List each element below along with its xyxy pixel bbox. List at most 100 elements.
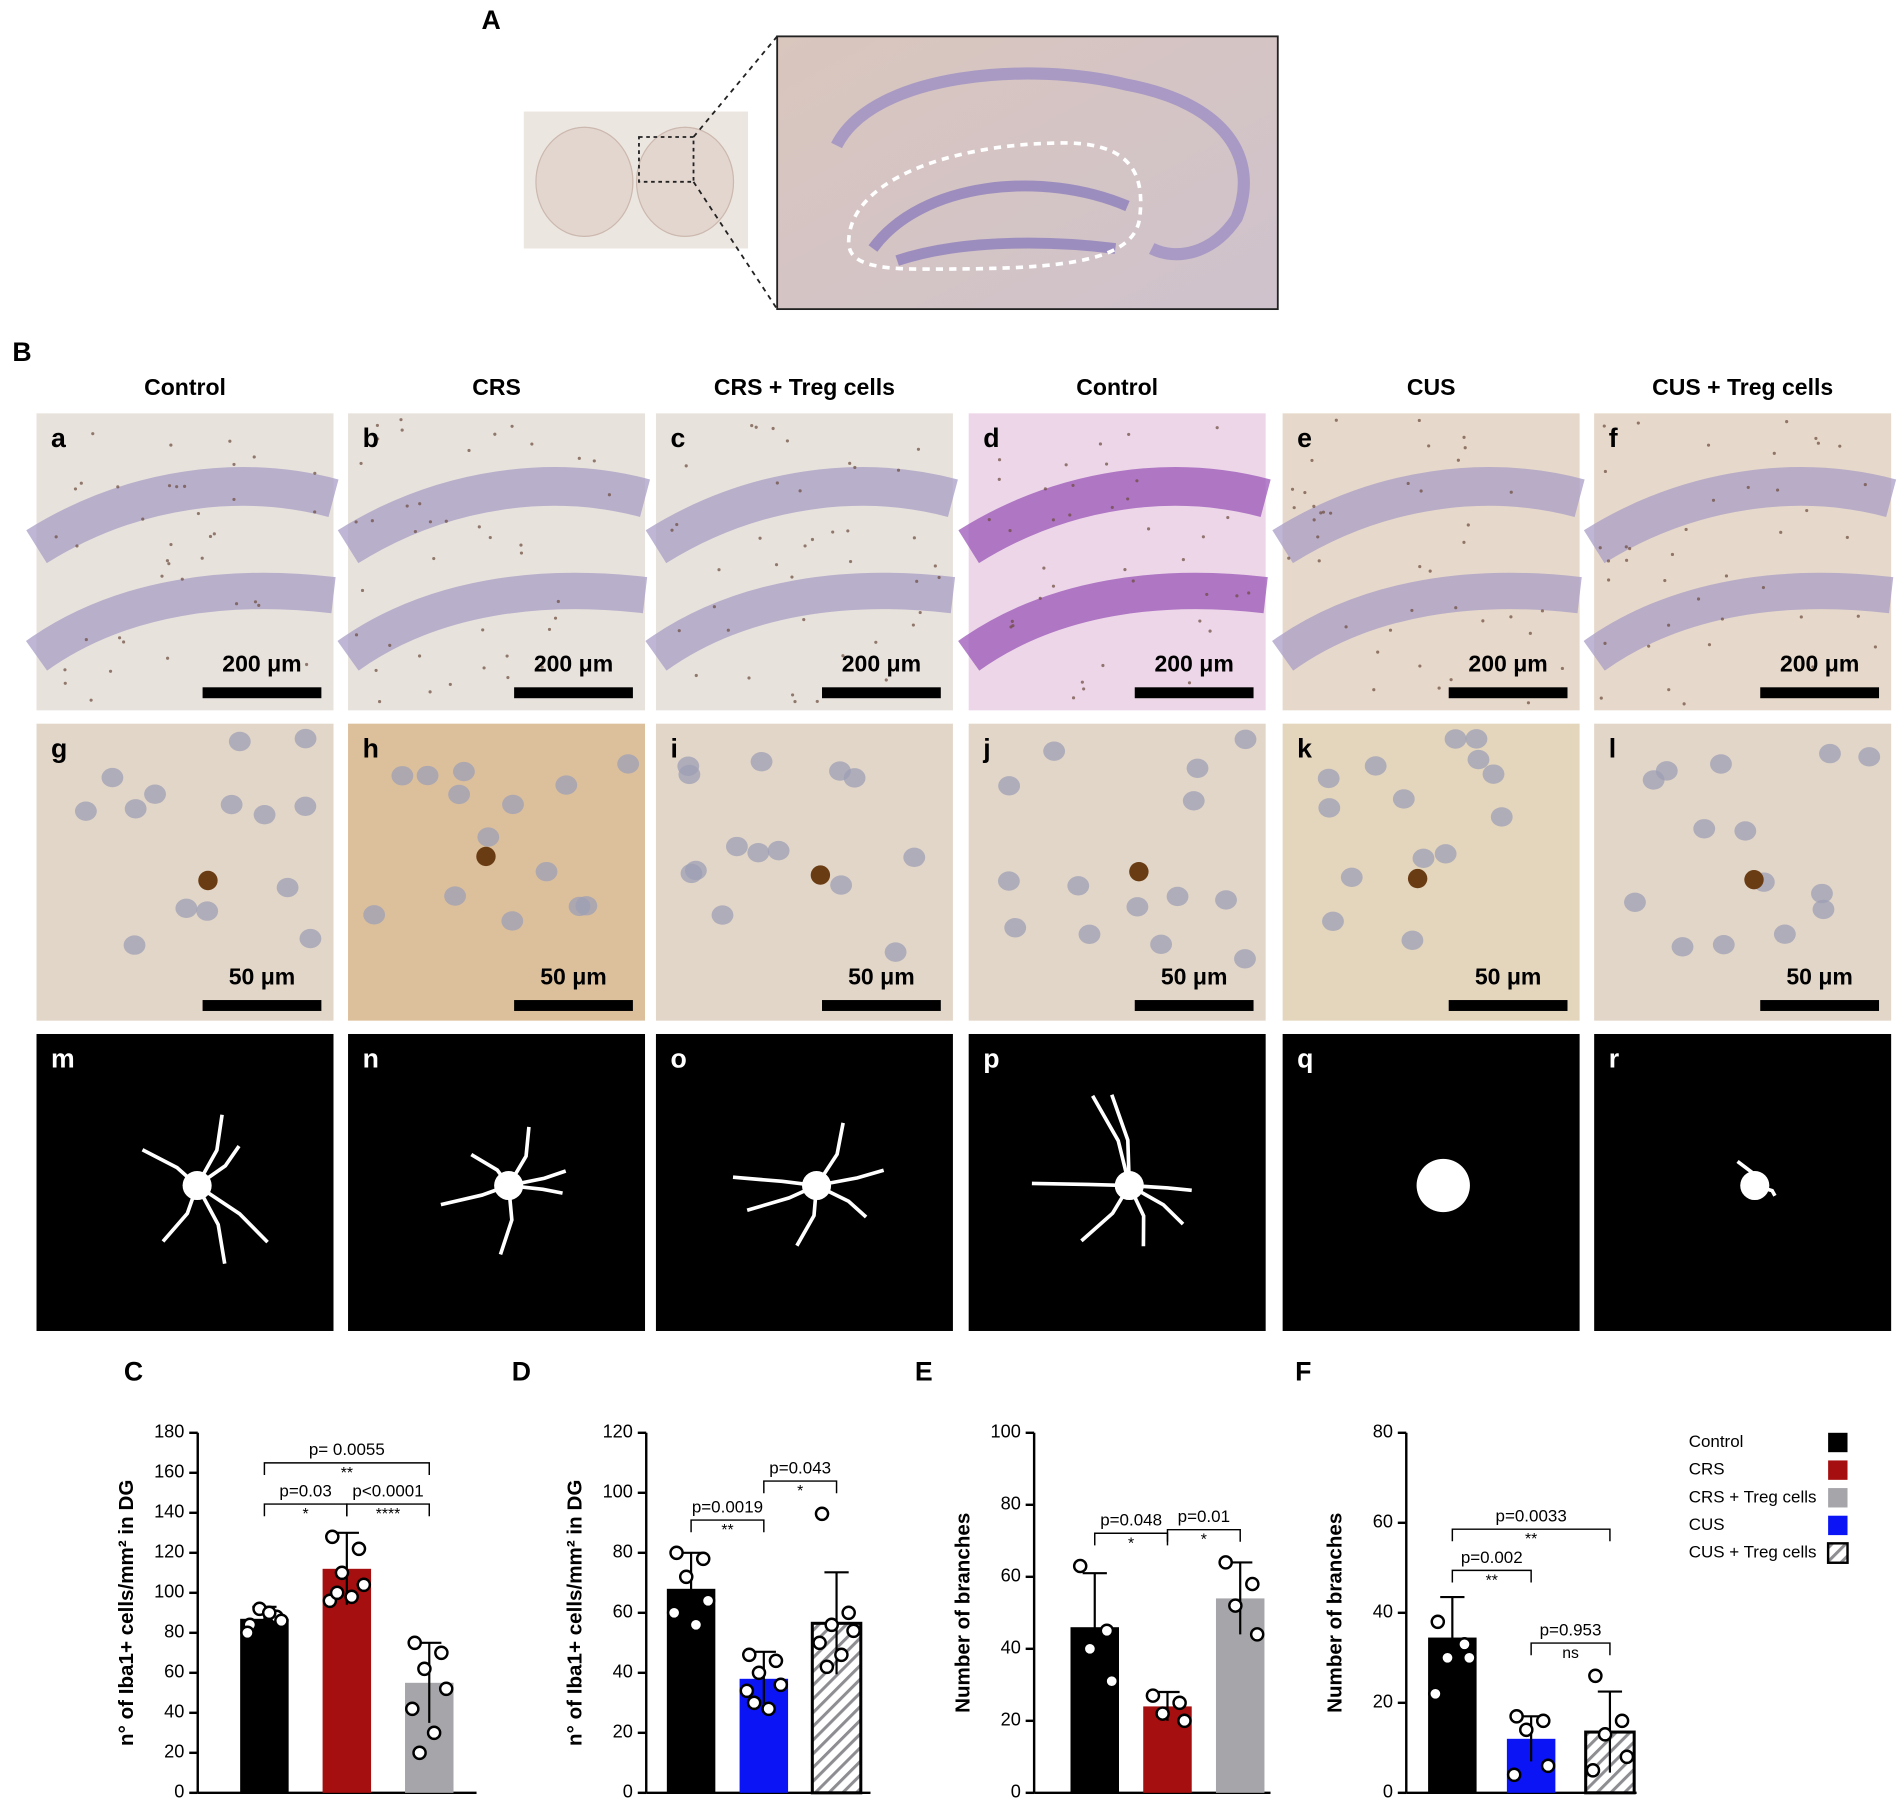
- significance-stars: ns: [1562, 1645, 1579, 1662]
- speck: [1526, 701, 1531, 705]
- data-point: [325, 1529, 340, 1545]
- legend-swatch: [1828, 1460, 1848, 1480]
- speck: [1814, 436, 1818, 440]
- data-point: [1597, 1727, 1613, 1742]
- data-point: [814, 1506, 830, 1522]
- speck: [791, 693, 795, 697]
- speck: [1746, 485, 1750, 489]
- speck: [1110, 505, 1114, 509]
- nucleus: [829, 761, 851, 781]
- p-value: p=0.043: [769, 1458, 831, 1477]
- speck: [1312, 504, 1316, 508]
- scale-label: 50 μm: [229, 963, 296, 989]
- speck: [670, 528, 674, 532]
- nucleus: [1364, 756, 1387, 776]
- p-value: p=0.953: [1540, 1620, 1602, 1639]
- significance-stars: ****: [376, 1506, 401, 1523]
- scale-bar: [822, 687, 941, 699]
- nucleus: [1392, 789, 1415, 809]
- speck: [1437, 686, 1441, 690]
- data-point: [1249, 1627, 1265, 1642]
- nucleus: [1624, 892, 1646, 912]
- speck: [747, 676, 751, 680]
- scale-bar: [514, 1000, 633, 1011]
- cell-layer: [958, 572, 1268, 671]
- nucleus: [747, 842, 770, 863]
- speck: [912, 536, 916, 540]
- process: [1031, 1181, 1130, 1188]
- image-letter: c: [670, 423, 685, 453]
- nucleus: [294, 796, 317, 816]
- speck: [1208, 629, 1212, 633]
- column-header: CUS: [1407, 374, 1456, 400]
- speck: [1344, 625, 1348, 629]
- speck: [1146, 527, 1151, 531]
- speck: [1388, 628, 1393, 632]
- speck: [592, 459, 596, 463]
- speck: [1449, 678, 1453, 682]
- speck: [400, 428, 404, 432]
- p-value: p=0.0019: [692, 1497, 763, 1516]
- p-value: p=0.0033: [1496, 1507, 1567, 1526]
- nucleus: [998, 776, 1021, 796]
- y-tick-label: 100: [603, 1482, 633, 1502]
- speck: [519, 543, 523, 547]
- microglia: [810, 865, 831, 885]
- speck: [1410, 608, 1414, 613]
- y-tick-label: 100: [154, 1582, 184, 1602]
- micrograph: n: [348, 1033, 646, 1331]
- error-bar: [1440, 1595, 1465, 1679]
- data-point: [1082, 1641, 1098, 1657]
- process: [440, 1183, 510, 1207]
- image-bg: [1282, 413, 1580, 711]
- significance-bracket: [1530, 1642, 1611, 1656]
- speck: [1707, 643, 1712, 647]
- speck: [118, 636, 122, 640]
- cell-layer: [337, 467, 651, 564]
- column-header: Control: [144, 374, 226, 400]
- speck: [1187, 681, 1192, 685]
- speck: [758, 536, 762, 540]
- speck: [91, 432, 95, 436]
- data-point: [1228, 1598, 1243, 1613]
- scale-label: 200 μm: [534, 651, 613, 677]
- speck: [1603, 641, 1607, 645]
- nucleus: [1444, 729, 1467, 749]
- speck: [505, 654, 509, 658]
- data-point: [841, 1605, 856, 1621]
- speck: [810, 537, 815, 542]
- tissue-band: [831, 67, 1250, 261]
- speck: [841, 654, 845, 658]
- cell-layer: [337, 572, 648, 671]
- nucleus: [1812, 899, 1835, 920]
- micrograph: f 200 μm: [1583, 413, 1897, 711]
- nucleus: [1858, 747, 1881, 767]
- process: [815, 1183, 868, 1219]
- nucleus: [299, 928, 322, 949]
- nucleus: [767, 840, 790, 861]
- speck: [1008, 529, 1012, 533]
- y-axis-label: Number of branches: [951, 1513, 974, 1713]
- speck: [1287, 556, 1291, 560]
- speck: [1711, 498, 1716, 502]
- data-point: [669, 1545, 684, 1561]
- speck: [167, 484, 172, 488]
- nucleus: [228, 731, 251, 752]
- panel-label: D: [512, 1356, 531, 1386]
- data-point: [1072, 1558, 1088, 1574]
- speck: [183, 484, 187, 488]
- microglia: [1407, 868, 1428, 889]
- speck: [1071, 696, 1076, 700]
- y-tick-label: 120: [154, 1542, 184, 1562]
- speck: [481, 628, 485, 632]
- nucleus: [1234, 949, 1256, 969]
- micrograph: b 200 μm: [337, 413, 651, 711]
- speck: [212, 532, 216, 536]
- image-bg: [348, 413, 646, 711]
- panel-label: C: [124, 1356, 143, 1386]
- speck: [684, 464, 688, 468]
- nucleus: [1215, 890, 1237, 910]
- speck: [1135, 479, 1139, 483]
- image-letter: g: [51, 733, 67, 763]
- data-point: [846, 1623, 861, 1639]
